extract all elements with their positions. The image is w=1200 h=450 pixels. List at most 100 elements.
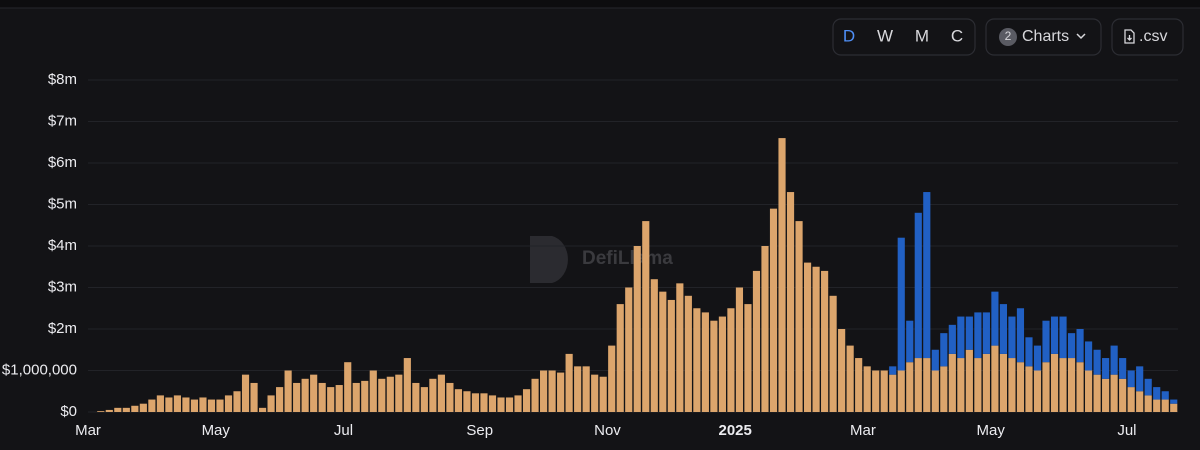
x-tick-label: Mar	[75, 422, 101, 439]
y-tick-label: $1,000,000	[2, 361, 77, 378]
bar-segment	[156, 395, 164, 412]
period-button[interactable]: W	[877, 26, 893, 45]
bar-segment	[880, 370, 888, 412]
bar-segment	[1102, 358, 1110, 379]
bar-segment	[429, 378, 437, 412]
y-tick-label: $0	[60, 403, 77, 420]
charts-label[interactable]: Charts	[1022, 28, 1069, 45]
bar-segment	[1161, 399, 1169, 412]
bar-segment	[293, 382, 301, 412]
bar-segment	[216, 399, 224, 412]
bar-segment	[974, 358, 982, 412]
bar-segment	[965, 316, 973, 350]
bar-segment	[122, 407, 130, 412]
bar-segment	[897, 370, 905, 412]
bar-segment	[1119, 358, 1127, 379]
bar-segment	[488, 395, 497, 412]
bar-segment	[497, 397, 505, 412]
bar-segment	[437, 374, 445, 412]
csv-button[interactable]: .csv	[1111, 18, 1184, 56]
bar-segment	[991, 291, 999, 346]
bar-segment	[1110, 345, 1118, 375]
bar-segment	[531, 378, 539, 412]
bar-segment	[250, 382, 258, 412]
bar-segment	[386, 376, 394, 412]
x-tick-label: 2025	[719, 422, 752, 439]
bar-segment	[131, 405, 139, 412]
bar-segment	[1127, 370, 1135, 388]
bar-segment	[999, 353, 1008, 412]
bar-segment	[284, 370, 292, 412]
bar-segment	[1110, 374, 1118, 412]
bar-segment	[310, 374, 318, 412]
bar-segment	[889, 374, 897, 412]
bar-segment	[633, 246, 641, 412]
bar-segment	[906, 362, 914, 412]
bar-segment	[889, 366, 897, 375]
bar-segment	[1008, 358, 1016, 412]
bar-segment	[872, 370, 880, 412]
bar-segment	[769, 208, 778, 412]
bar-segment	[1076, 362, 1084, 412]
watermark-text: DefiLlama	[582, 248, 673, 269]
bar-segment	[812, 266, 820, 412]
bar-segment	[1033, 370, 1042, 412]
period-button[interactable]: M	[915, 26, 929, 45]
bar-segment	[744, 304, 752, 412]
bar-segment	[361, 380, 369, 412]
bar-segment	[1136, 391, 1144, 412]
bar-segment	[505, 397, 514, 412]
bar-segment	[276, 387, 284, 412]
bar-segment	[1102, 378, 1110, 412]
bar-segment	[480, 393, 488, 412]
bar-segment	[1170, 399, 1178, 404]
bar-segment	[1033, 345, 1042, 371]
y-tick-label: $8m	[48, 71, 77, 88]
bar-segment	[923, 192, 931, 359]
chevron	[1076, 33, 1086, 40]
bar-segment	[105, 409, 113, 412]
bar-segment	[752, 270, 761, 412]
bar-segment	[233, 391, 241, 412]
y-tick-label: $2m	[48, 320, 77, 337]
bar-segment	[1153, 387, 1161, 400]
bar-segment	[1042, 320, 1050, 363]
bar-segment	[974, 312, 982, 359]
bar-segment	[1008, 316, 1016, 359]
bar-segment	[1059, 316, 1067, 359]
bar-segment	[224, 395, 233, 412]
bar-segment	[821, 270, 829, 412]
bar-segment	[718, 316, 726, 412]
csv-box[interactable]	[1111, 18, 1184, 56]
bar-segment	[829, 295, 837, 412]
watermark: DefiLlama	[530, 236, 673, 283]
bar-segment	[1050, 316, 1059, 354]
bar-segment	[1136, 366, 1144, 392]
bar-segment	[940, 333, 948, 367]
bar-segment	[565, 353, 573, 412]
charts-box[interactable]	[985, 18, 1102, 56]
download-icon	[1124, 29, 1135, 44]
period-button[interactable]: C	[951, 26, 963, 45]
y-tick-label: $3m	[48, 278, 77, 295]
bar-segment	[863, 366, 871, 412]
bar-segment	[378, 378, 386, 412]
bar-segment	[659, 291, 667, 412]
bar-segment	[182, 397, 190, 412]
bar-segment	[267, 395, 275, 412]
bar-segment	[420, 387, 428, 412]
bar-segment	[1153, 399, 1161, 412]
bar-segment	[642, 221, 650, 412]
bar-segment	[557, 372, 565, 412]
charts-button[interactable]: 2 Charts	[985, 18, 1102, 56]
period-button[interactable]: D	[843, 26, 855, 45]
plot-area: $0 $1,000,000 $2m $3m $4m $5m $6m $7m $8m Mar May J…	[2, 71, 1178, 439]
bar-segment	[403, 358, 411, 412]
count-text: 2	[1005, 29, 1012, 43]
csv-label[interactable]: .csv	[1139, 28, 1167, 45]
bar-segment	[693, 308, 701, 412]
bar-segment	[616, 304, 624, 412]
bar-segment	[241, 374, 250, 412]
count-badge	[999, 28, 1017, 46]
